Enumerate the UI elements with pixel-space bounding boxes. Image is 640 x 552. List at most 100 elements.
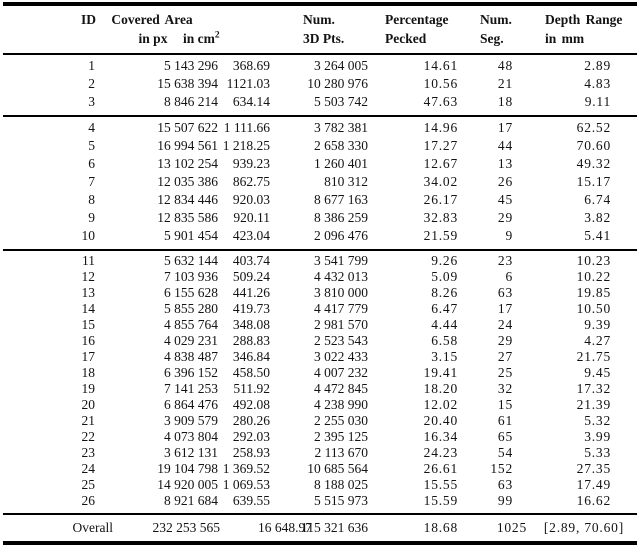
col-header-pecked: Pecked <box>385 31 427 46</box>
cell-num-seg: 32 <box>497 381 514 396</box>
table-row: 1 5 143 296 368.69 3 264 005 14.61 48 2.89 <box>3 54 637 75</box>
cell-percentage-pecked: 5.09 <box>431 269 459 284</box>
overall-value: [2.89, 70.60] <box>543 520 625 535</box>
cell-covered-area-px: 16 994 561 <box>157 138 218 153</box>
cell-percentage-pecked: 24.23 <box>423 445 459 460</box>
cell-depth-range-mm: 10.22 <box>576 269 612 284</box>
cell-num-3d-pts: 8 386 259 <box>314 210 369 225</box>
cell-num-seg: 21 <box>497 76 514 91</box>
table-row: 7 12 035 386 862.75 810 312 34.02 26 15.17 <box>3 173 637 191</box>
cell-depth-range-mm: 49.32 <box>576 156 612 171</box>
cell-num-seg: 48 <box>497 58 514 73</box>
cell-percentage-pecked: 26.17 <box>423 192 459 207</box>
cell-percentage-pecked: 20.40 <box>423 413 459 428</box>
cell-num-seg: 24 <box>497 317 514 332</box>
overall-cell-percentage-pecked: 18.68 <box>372 514 462 541</box>
in-cm-label: in cm <box>183 31 215 46</box>
cell-id: 2 <box>88 76 95 91</box>
cell-covered-area-px: 6 864 476 <box>164 397 218 412</box>
cell-id: 5 <box>88 138 95 153</box>
header-row-1: ID Covered Area Num. Percentage Num. Dep… <box>3 6 637 29</box>
cell-id: 18 <box>81 365 96 380</box>
cell-covered-area-cm2: 288.83 <box>232 333 271 348</box>
overall-row: Overall 232 253 565 16 648.97 115 321 636 18… <box>3 514 637 541</box>
cell-covered-area-px: 14 920 005 <box>157 477 218 492</box>
cell-num-seg: 6 <box>505 269 514 284</box>
cell-covered-area-px: 3 612 131 <box>164 445 218 460</box>
col-header-in-mm: in mm <box>545 31 585 46</box>
cell-covered-area-cm2: 509.24 <box>232 269 271 284</box>
table-row: 12 7 103 936 509.24 4 432 013 5.09 6 10.22 <box>3 269 637 285</box>
cell-num-seg: 65 <box>497 429 514 444</box>
cell-num-3d-pts: 10 280 976 <box>307 76 369 91</box>
cell-num-seg: 17 <box>497 120 514 135</box>
col-header-in-px: in px <box>138 31 168 46</box>
cell-num-3d-pts: 3 022 433 <box>314 349 369 364</box>
cell-num-seg: 45 <box>497 192 514 207</box>
cell-num-3d-pts: 2 981 570 <box>314 317 369 332</box>
cell-num-seg: 9 <box>505 228 514 243</box>
cell-num-3d-pts: 8 188 025 <box>314 477 369 492</box>
cell-id: 23 <box>81 445 96 460</box>
cell-num-3d-pts: 4 432 013 <box>314 269 369 284</box>
cell-covered-area-px: 5 143 296 <box>164 58 218 73</box>
overall-cell-num-seg: 1025 <box>462 514 526 541</box>
cell-percentage-pecked: 6.58 <box>431 333 459 348</box>
cell-covered-area-cm2: 920.03 <box>232 192 271 207</box>
table-row: 4 15 507 622 1 111.66 3 782 381 14.96 17 62.52 <box>3 116 637 137</box>
cell-covered-area-cm2: 492.08 <box>232 397 271 412</box>
cell-depth-range-mm: 4.27 <box>584 333 612 348</box>
cell-depth-range-mm: 5.33 <box>584 445 612 460</box>
table-row: 18 6 396 152 458.50 4 007 232 19.41 25 9.45 <box>3 365 637 381</box>
cell-covered-area-px: 4 073 804 <box>164 429 218 444</box>
cm2-superscript: 2 <box>214 30 220 41</box>
cell-covered-area-px: 12 834 446 <box>157 192 218 207</box>
cell-depth-range-mm: 5.41 <box>584 228 612 243</box>
cell-covered-area-px: 3 909 579 <box>164 413 218 428</box>
cell-covered-area-cm2: 639.55 <box>232 493 271 508</box>
cell-num-3d-pts: 8 677 163 <box>314 192 369 207</box>
row-group-3: 11 5 632 144 403.74 3 541 799 9.26 23 10.23 12 7… <box>3 250 638 514</box>
table-row: 16 4 029 231 288.83 2 523 543 6.58 29 4.27 <box>3 333 637 349</box>
cell-num-3d-pts: 5 503 742 <box>314 94 369 109</box>
cell-num-seg: 17 <box>497 301 514 316</box>
cell-depth-range-mm: 21.75 <box>576 349 612 364</box>
overall-value: 115 321 636 <box>301 520 369 535</box>
cell-covered-area-cm2: 403.74 <box>232 253 271 268</box>
cell-covered-area-cm2: 423.04 <box>232 228 271 243</box>
overall-cell-covered-area-cm2: 16 648.97 <box>220 514 312 541</box>
overall-value: 232 253 565 <box>152 520 221 535</box>
cell-depth-range-mm: 17.32 <box>576 381 612 396</box>
cell-percentage-pecked: 3.15 <box>431 349 459 364</box>
cell-id: 13 <box>81 285 96 300</box>
cell-num-3d-pts: 4 417 779 <box>314 301 369 316</box>
cell-percentage-pecked: 19.41 <box>423 365 459 380</box>
row-group-2: 4 15 507 622 1 111.66 3 782 381 14.96 17 62.52… <box>3 116 638 250</box>
cell-num-seg: 18 <box>497 94 514 109</box>
cell-id: 14 <box>81 301 96 316</box>
cell-id: 1 <box>88 58 95 73</box>
table-top-rule <box>3 2 637 6</box>
cell-num-seg: 29 <box>497 333 514 348</box>
cell-percentage-pecked: 32.83 <box>423 210 459 225</box>
cell-percentage-pecked: 26.61 <box>423 461 459 476</box>
cell-percentage-pecked: 14.61 <box>423 58 459 73</box>
cell-covered-area-cm2: 939.23 <box>232 156 271 171</box>
cell-depth-range-mm: 9.39 <box>584 317 612 332</box>
cell-num-3d-pts: 4 472 845 <box>314 381 369 396</box>
cell-id: 8 <box>88 192 95 207</box>
cell-covered-area-cm2: 1 069.53 <box>222 477 271 492</box>
cell-id: 15 <box>81 317 96 332</box>
cell-depth-range-mm: 9.45 <box>584 365 612 380</box>
cell-percentage-pecked: 15.59 <box>423 493 459 508</box>
table-bottom-rule <box>3 541 637 545</box>
cell-num-3d-pts: 4 007 232 <box>314 365 369 380</box>
cell-num-3d-pts: 2 658 330 <box>314 138 369 153</box>
cell-id: 16 <box>81 333 96 348</box>
cell-covered-area-px: 12 835 586 <box>157 210 218 225</box>
table-row: 22 4 073 804 292.03 2 395 125 16.34 65 3.99 <box>3 429 637 445</box>
table-row: 13 6 155 628 441.26 3 810 000 8.26 63 19.85 <box>3 285 637 301</box>
table-header: ID Covered Area Num. Percentage Num. Dep… <box>3 6 638 54</box>
